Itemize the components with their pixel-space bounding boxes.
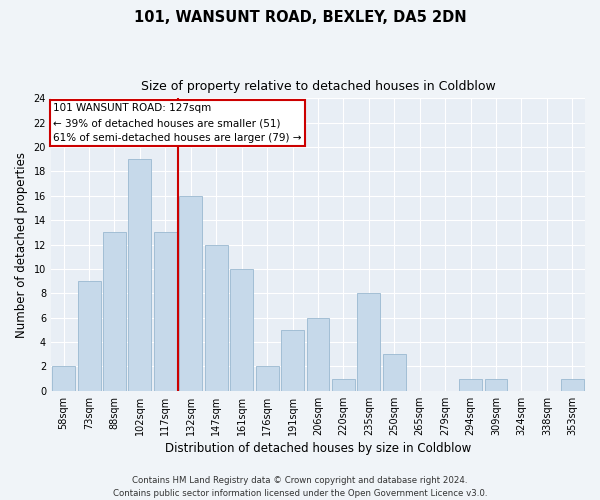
Bar	[256, 366, 278, 391]
Text: Contains HM Land Registry data © Crown copyright and database right 2024.
Contai: Contains HM Land Registry data © Crown c…	[113, 476, 487, 498]
Bar	[154, 232, 177, 391]
Bar	[205, 244, 227, 391]
Text: 101, WANSUNT ROAD, BEXLEY, DA5 2DN: 101, WANSUNT ROAD, BEXLEY, DA5 2DN	[134, 10, 466, 25]
Bar	[52, 366, 75, 391]
Bar	[383, 354, 406, 391]
Y-axis label: Number of detached properties: Number of detached properties	[15, 152, 28, 338]
Bar	[230, 269, 253, 391]
Bar	[128, 160, 151, 391]
Bar	[358, 294, 380, 391]
Bar	[281, 330, 304, 391]
Bar	[77, 281, 101, 391]
Bar	[485, 378, 508, 391]
Bar	[307, 318, 329, 391]
Bar	[459, 378, 482, 391]
Bar	[179, 196, 202, 391]
Title: Size of property relative to detached houses in Coldblow: Size of property relative to detached ho…	[140, 80, 496, 93]
X-axis label: Distribution of detached houses by size in Coldblow: Distribution of detached houses by size …	[165, 442, 471, 455]
Bar	[561, 378, 584, 391]
Bar	[103, 232, 126, 391]
Text: 101 WANSUNT ROAD: 127sqm
← 39% of detached houses are smaller (51)
61% of semi-d: 101 WANSUNT ROAD: 127sqm ← 39% of detach…	[53, 103, 302, 143]
Bar	[332, 378, 355, 391]
